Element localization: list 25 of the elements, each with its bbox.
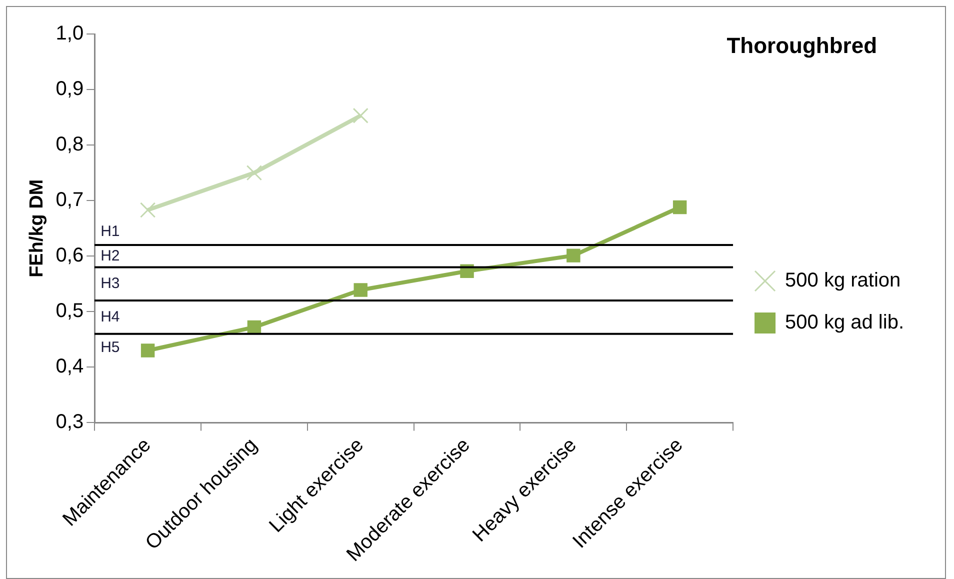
point	[140, 344, 155, 358]
annotation: H5	[100, 338, 120, 356]
point	[354, 283, 368, 297]
point	[672, 200, 687, 214]
y-tick-label: 0,7	[56, 189, 84, 212]
annotation: H3	[100, 275, 120, 292]
y-tick-label: 0,9	[56, 78, 84, 100]
y-tick-label: 0,3	[56, 411, 84, 434]
annotation: H2	[100, 247, 120, 264]
legend-label: 500 kg ad lib.	[785, 312, 904, 334]
text: Thoroughbred	[726, 33, 878, 58]
annotation: H4	[100, 308, 120, 326]
legend-label: 500 kg ration	[785, 270, 901, 292]
y-tick-label: 0,5	[56, 300, 84, 322]
y-tick-label: 0,6	[56, 244, 84, 267]
point	[352, 108, 368, 124]
point	[246, 165, 262, 181]
y-tick-label: 1,0	[56, 22, 84, 45]
point	[566, 248, 580, 262]
y-tick-label: 0,8	[56, 134, 84, 156]
annotation: H1	[100, 223, 120, 240]
point	[247, 320, 262, 334]
y-tick-label: 0,4	[56, 356, 84, 378]
point	[140, 202, 156, 218]
y-axis-title: FEh/kg DM	[26, 179, 48, 278]
